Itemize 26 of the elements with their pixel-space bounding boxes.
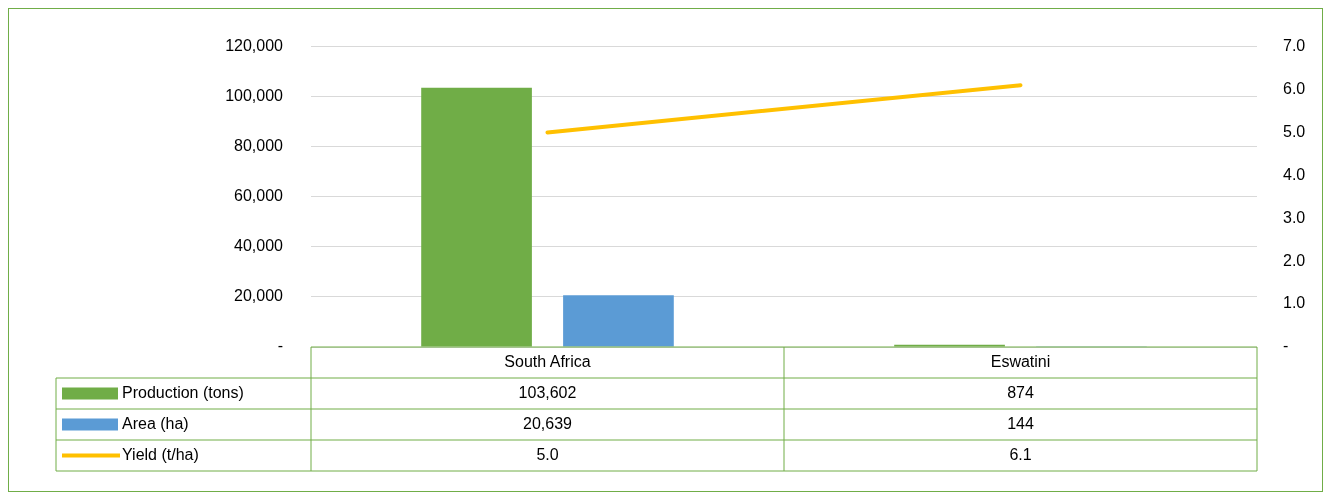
y-tick-label: 40,000 xyxy=(234,237,284,255)
data-label: 874 xyxy=(1007,383,1034,401)
y2-tick-label: 4.0 xyxy=(1283,165,1306,183)
data-label: 20,639 xyxy=(523,414,573,432)
legend-label: Production (tons) xyxy=(122,383,244,401)
y2-tick-label: 2.0 xyxy=(1283,251,1306,269)
data-label: 5.0 xyxy=(536,445,559,463)
data-label: 6.1 xyxy=(1009,445,1032,463)
data-label: 144 xyxy=(1007,414,1034,432)
y-tick-label: 120,000 xyxy=(225,37,284,55)
y2-tick-label: 7.0 xyxy=(1283,37,1306,55)
y2-tick-label: 1.0 xyxy=(1283,294,1306,312)
y-tick-label: 100,000 xyxy=(225,87,284,105)
legend-label: Yield (t/ha) xyxy=(122,445,199,463)
x-tick-label: Eswatini xyxy=(990,352,1051,370)
y2-tick-label: 5.0 xyxy=(1283,122,1306,140)
x-tick-label: South Africa xyxy=(504,352,591,370)
legend-label: Area (ha) xyxy=(122,414,189,432)
y-tick-label: 20,000 xyxy=(234,287,284,305)
y2-tick-label: 6.0 xyxy=(1283,79,1306,97)
y-tick-label: 80,000 xyxy=(234,137,284,155)
y2-tick-label: - xyxy=(1283,337,1289,355)
y-tick-label: 60,000 xyxy=(234,187,284,205)
y2-tick-label: 3.0 xyxy=(1283,208,1306,226)
y-tick-label: - xyxy=(277,337,283,355)
data-label: 103,602 xyxy=(518,383,577,401)
